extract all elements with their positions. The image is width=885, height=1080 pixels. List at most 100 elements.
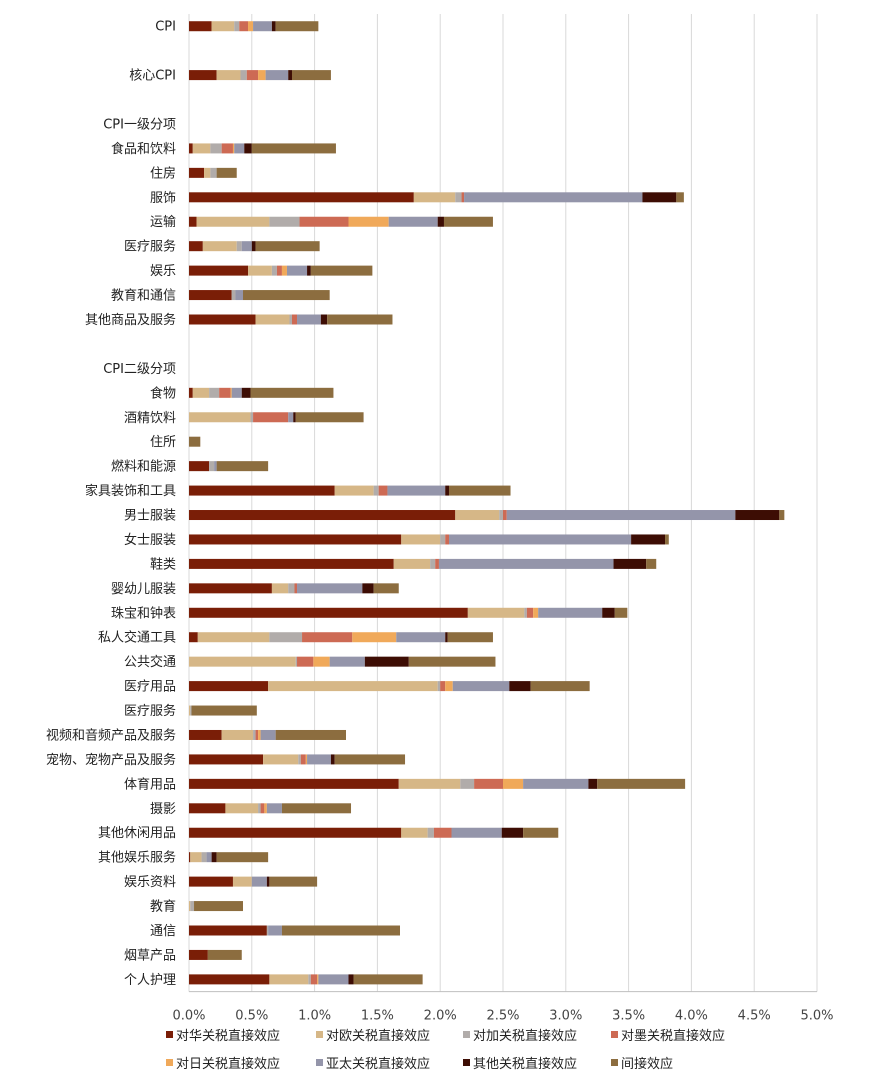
category-label: 鞋类 [150,556,176,572]
legend-swatch-4 [166,1059,173,1066]
bar-segment-22-7 [646,558,657,569]
legend-label: 对加关税直接效应 [473,1028,577,1044]
category-label: 核心CPI [129,69,176,84]
bar-segment-29-5 [260,729,276,740]
x-tick-label: 0.5% [235,1009,268,1024]
bar-segment-23-6 [362,583,374,594]
bar-segment-22-0 [189,558,394,569]
bar-segment-2-0 [189,70,217,81]
bar-segment-23-3 [294,583,298,594]
bar-segment-29-2 [253,729,256,740]
bar-segment-30-1 [263,754,299,765]
x-tick-label: 1.5% [361,1009,394,1024]
bar-segment-31-4 [503,778,524,789]
bar-segment-5-1 [192,143,211,154]
bar-segment-31-6 [588,778,598,789]
bar-segment-22-2 [430,558,436,569]
bar-segment-39-4 [317,974,319,985]
bar-segment-37-2 [266,925,269,936]
bar-segment-25-6 [445,632,448,643]
bar-segment-34-1 [190,852,202,863]
category-label: 其他娱乐服务 [98,850,176,866]
legend-label: 对墨关税直接效应 [621,1028,725,1044]
bar-segment-34-6 [211,852,217,863]
bar-segment-8-4 [348,216,389,227]
bar-segment-0-2 [234,21,240,32]
bar-segment-29-7 [275,729,346,740]
bar-segment-36-2 [190,901,195,912]
bar-segment-33-0 [189,827,402,838]
x-tick-label: 2.0% [424,1009,457,1024]
bar-segment-0-5 [253,21,272,32]
bar-layer [189,21,785,985]
bar-segment-28-2 [190,705,192,716]
bar-segment-24-1 [467,607,525,618]
bar-segment-37-5 [268,925,282,936]
bar-segment-20-2 [499,510,503,521]
bar-segment-15-4 [230,387,232,398]
bar-segment-5-2 [210,143,222,154]
bar-segment-9-5 [241,241,252,252]
bar-segment-37-7 [281,925,400,936]
bar-segment-18-7 [216,461,269,472]
bar-segment-35-5 [251,876,267,887]
category-label: 家具装饰和工具 [85,483,176,499]
bar-segment-0-3 [239,21,249,32]
bar-segment-9-6 [251,241,256,252]
bar-segment-7-5 [464,192,643,203]
bar-segment-15-1 [192,387,210,398]
bar-segment-20-6 [735,510,780,521]
bar-segment-31-7 [597,778,686,789]
bar-segment-22-3 [435,558,439,569]
bar-segment-19-3 [378,485,388,496]
bar-segment-15-3 [219,387,231,398]
bar-segment-36-1 [189,901,191,912]
category-label: 视频和音频产品及服务 [46,727,176,743]
bar-segment-5-4 [232,143,235,154]
bar-segment-32-4 [264,803,267,814]
bar-segment-24-4 [533,607,539,618]
bar-segment-12-3 [291,314,298,325]
bar-segment-15-7 [250,387,334,398]
bar-segment-32-3 [260,803,265,814]
category-label: 男士服装 [124,509,176,524]
bar-segment-26-4 [313,656,330,667]
bar-segment-19-5 [387,485,446,496]
bar-segment-5-5 [234,143,245,154]
grid-layer [188,14,818,993]
bar-segment-25-1 [197,632,270,643]
bar-segment-0-4 [248,21,254,32]
bar-segment-27-4 [445,681,453,692]
bar-segment-8-1 [196,216,270,227]
category-label: 娱乐资料 [124,875,176,890]
bar-segment-23-1 [271,583,289,594]
bar-segment-34-7 [216,852,269,863]
category-label: 教育 [150,899,176,915]
bar-segment-6-2 [210,167,217,178]
bar-segment-7-0 [189,192,414,203]
bar-segment-39-6 [348,974,354,985]
bar-segment-33-2 [427,827,434,838]
bar-segment-31-3 [474,778,503,789]
bar-segment-15-6 [241,387,251,398]
legend-swatch-5 [316,1059,323,1066]
bar-segment-11-0 [189,290,232,301]
bar-segment-28-1 [189,705,191,716]
bar-segment-39-7 [353,974,423,985]
bar-segment-30-5 [307,754,331,765]
bar-segment-32-5 [266,803,282,814]
category-label: 食物 [150,385,176,401]
bar-segment-20-0 [189,510,456,521]
bar-segment-6-7 [216,167,237,178]
bar-segment-10-3 [276,265,282,276]
category-label: 医疗用品 [124,680,176,695]
bar-segment-20-5 [506,510,736,521]
bar-segment-16-2 [250,412,254,423]
bar-segment-19-1 [334,485,374,496]
bar-segment-5-0 [189,143,193,154]
bar-segment-0-1 [211,21,235,32]
bar-segment-22-5 [438,558,614,569]
bar-segment-39-2 [308,974,311,985]
x-tick-label: 1.0% [298,1009,331,1024]
